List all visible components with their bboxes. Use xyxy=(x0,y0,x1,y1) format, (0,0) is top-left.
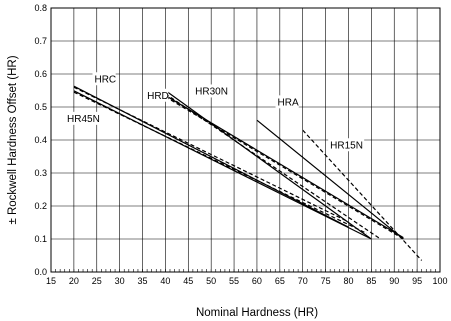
series-labels: HRC HR45N HRD HR30N HRA HR15N xyxy=(65,72,365,152)
x-tick-label: 15 xyxy=(46,276,56,286)
series-label-hra: HRA xyxy=(278,97,299,108)
x-tick-label: 70 xyxy=(298,276,308,286)
series-label-hr45n: HR45N xyxy=(67,114,100,125)
y-tick-label: 0.4 xyxy=(34,135,47,145)
series-line-hr15n xyxy=(302,129,423,261)
x-tick-label: 25 xyxy=(92,276,102,286)
series-line-hrc xyxy=(73,85,349,228)
series-label-bg xyxy=(193,84,230,98)
series-label-bg xyxy=(328,138,365,152)
x-tick-label: 100 xyxy=(432,276,447,286)
series-line-hra xyxy=(256,119,404,240)
x-tick-label: 60 xyxy=(252,276,262,286)
x-tick-label: 85 xyxy=(366,276,376,286)
y-tick-label: 0.7 xyxy=(34,36,47,46)
series-line-hrd xyxy=(165,90,372,240)
plot-frame xyxy=(50,7,441,273)
x-tick-labels: 15 20 25 30 35 40 45 50 55 60 65 70 75 80 85 90 95 100 xyxy=(46,276,448,286)
x-tick-label: 75 xyxy=(321,276,331,286)
x-tick-label: 35 xyxy=(138,276,148,286)
y-tick-label: 0.0 xyxy=(34,267,47,277)
series-lines xyxy=(73,85,423,261)
y-tick-label: 0.5 xyxy=(34,102,47,112)
x-tick-label: 30 xyxy=(115,276,125,286)
x-tick-label: 95 xyxy=(412,276,422,286)
grid-lines xyxy=(50,7,441,273)
series-line-unlabeled xyxy=(165,96,404,240)
x-tick-label: 20 xyxy=(69,276,79,286)
y-tick-label: 0.2 xyxy=(34,201,47,211)
series-label-hr30n: HR30N xyxy=(195,86,228,97)
y-tick-label: 0.3 xyxy=(34,168,47,178)
x-tick-label: 80 xyxy=(343,276,353,286)
x-tick-label: 55 xyxy=(229,276,239,286)
x-tick-label: 90 xyxy=(389,276,399,286)
series-line-unlabeled xyxy=(73,91,368,234)
x-tick-label: 50 xyxy=(206,276,216,286)
x-axis-title: Nominal Hardness (HR) xyxy=(196,307,318,319)
y-tick-label: 0.1 xyxy=(34,234,47,244)
x-tick-label: 65 xyxy=(275,276,285,286)
series-line-hr45n xyxy=(73,86,349,223)
x-tick-label: 40 xyxy=(160,276,170,286)
x-tick-label: 45 xyxy=(183,276,193,286)
series-label-bg xyxy=(92,72,116,86)
y-axis-title: ± Rockwell Hardness Offset (HR) xyxy=(7,55,19,224)
series-label-hrc: HRC xyxy=(94,74,116,85)
series-label-bg xyxy=(145,88,169,102)
series-label-bg xyxy=(275,95,299,109)
y-tick-labels: 0.0 0.1 0.2 0.3 0.4 0.5 0.6 0.7 0.8 xyxy=(34,3,47,277)
series-label-hr15n: HR15N xyxy=(330,140,363,151)
series-label-bg xyxy=(65,111,102,125)
series-line-unlabeled xyxy=(165,94,404,239)
y-tick-label: 0.6 xyxy=(34,69,47,79)
series-line-hr30n xyxy=(165,93,381,240)
series-label-hrd: HRD xyxy=(147,91,169,102)
y-tick-label: 0.8 xyxy=(34,3,47,13)
